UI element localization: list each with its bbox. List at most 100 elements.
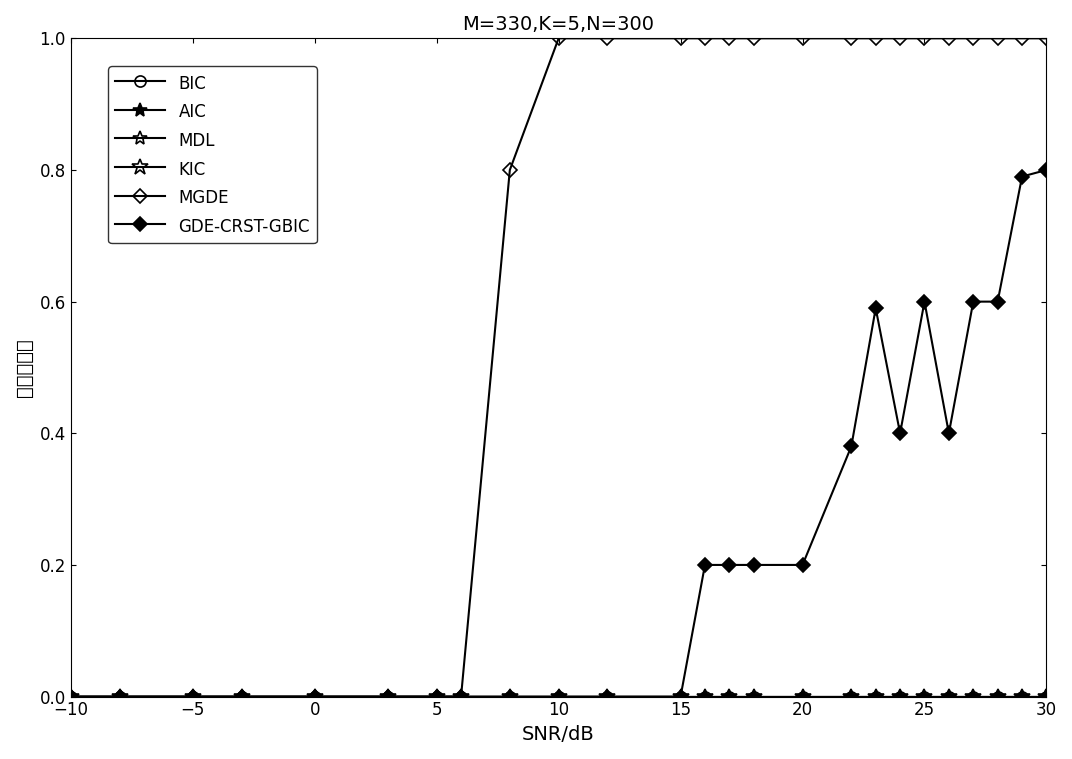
MDL: [992, 692, 1004, 701]
MDL: [845, 692, 858, 701]
MDL: [1040, 692, 1053, 701]
MGDE: [967, 34, 980, 43]
BIC: [918, 692, 930, 701]
Line: BIC: BIC: [65, 691, 1052, 702]
BIC: [430, 692, 443, 701]
BIC: [235, 692, 248, 701]
AIC: [430, 692, 443, 701]
MDL: [674, 692, 687, 701]
MGDE: [235, 692, 248, 701]
AIC: [552, 692, 565, 701]
BIC: [796, 692, 809, 701]
MGDE: [918, 34, 930, 43]
BIC: [455, 692, 467, 701]
AIC: [235, 692, 248, 701]
KIC: [235, 692, 248, 701]
GDE-CRST-GBIC: [992, 297, 1004, 306]
KIC: [699, 692, 712, 701]
KIC: [601, 692, 614, 701]
MDL: [114, 692, 126, 701]
AIC: [747, 692, 760, 701]
BIC: [64, 692, 77, 701]
MDL: [504, 692, 517, 701]
MDL: [723, 692, 735, 701]
KIC: [674, 692, 687, 701]
GDE-CRST-GBIC: [796, 560, 809, 569]
AIC: [894, 692, 907, 701]
KIC: [845, 692, 858, 701]
BIC: [114, 692, 126, 701]
MGDE: [187, 692, 199, 701]
KIC: [747, 692, 760, 701]
AIC: [1040, 692, 1053, 701]
GDE-CRST-GBIC: [235, 692, 248, 701]
AIC: [455, 692, 467, 701]
MGDE: [455, 692, 467, 701]
KIC: [992, 692, 1004, 701]
MGDE: [601, 34, 614, 43]
GDE-CRST-GBIC: [674, 692, 687, 701]
BIC: [699, 692, 712, 701]
KIC: [918, 692, 930, 701]
Y-axis label: 估计准确率: 估计准确率: [15, 338, 34, 397]
AIC: [992, 692, 1004, 701]
AIC: [942, 692, 955, 701]
KIC: [504, 692, 517, 701]
BIC: [967, 692, 980, 701]
MGDE: [552, 34, 565, 43]
AIC: [674, 692, 687, 701]
GDE-CRST-GBIC: [455, 692, 467, 701]
MGDE: [747, 34, 760, 43]
AIC: [967, 692, 980, 701]
MDL: [699, 692, 712, 701]
MGDE: [942, 34, 955, 43]
KIC: [114, 692, 126, 701]
MDL: [942, 692, 955, 701]
MGDE: [1040, 34, 1053, 43]
GDE-CRST-GBIC: [845, 442, 858, 451]
MDL: [1015, 692, 1028, 701]
BIC: [1015, 692, 1028, 701]
BIC: [894, 692, 907, 701]
AIC: [869, 692, 882, 701]
MGDE: [382, 692, 394, 701]
AIC: [114, 692, 126, 701]
Legend: BIC, AIC, MDL, KIC, MGDE, GDE-CRST-GBIC: BIC, AIC, MDL, KIC, MGDE, GDE-CRST-GBIC: [108, 67, 316, 244]
GDE-CRST-GBIC: [1015, 172, 1028, 181]
GDE-CRST-GBIC: [187, 692, 199, 701]
GDE-CRST-GBIC: [552, 692, 565, 701]
AIC: [309, 692, 322, 701]
MGDE: [64, 692, 77, 701]
AIC: [918, 692, 930, 701]
MGDE: [1015, 34, 1028, 43]
MDL: [382, 692, 394, 701]
MDL: [918, 692, 930, 701]
Title: M=330,K=5,N=300: M=330,K=5,N=300: [463, 15, 655, 34]
Line: KIC: KIC: [62, 688, 1055, 705]
KIC: [455, 692, 467, 701]
GDE-CRST-GBIC: [430, 692, 443, 701]
MDL: [552, 692, 565, 701]
MGDE: [845, 34, 858, 43]
KIC: [967, 692, 980, 701]
MGDE: [430, 692, 443, 701]
Line: AIC: AIC: [64, 690, 1054, 704]
AIC: [382, 692, 394, 701]
KIC: [723, 692, 735, 701]
GDE-CRST-GBIC: [942, 429, 955, 438]
GDE-CRST-GBIC: [869, 304, 882, 313]
GDE-CRST-GBIC: [894, 429, 907, 438]
GDE-CRST-GBIC: [1040, 165, 1053, 175]
MGDE: [699, 34, 712, 43]
AIC: [601, 692, 614, 701]
MGDE: [894, 34, 907, 43]
MDL: [894, 692, 907, 701]
KIC: [382, 692, 394, 701]
MGDE: [723, 34, 735, 43]
GDE-CRST-GBIC: [114, 692, 126, 701]
AIC: [187, 692, 199, 701]
GDE-CRST-GBIC: [723, 560, 735, 569]
BIC: [382, 692, 394, 701]
BIC: [723, 692, 735, 701]
AIC: [723, 692, 735, 701]
